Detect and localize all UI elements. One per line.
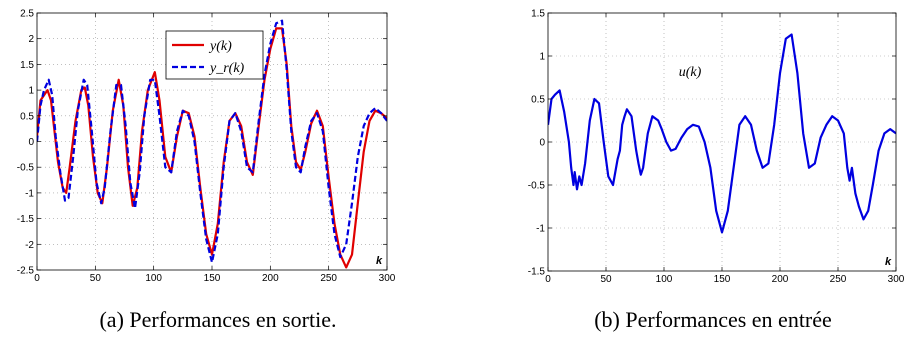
x-tick-label: 300 [379, 273, 396, 284]
x-tick-label: 50 [90, 273, 102, 284]
x-tick-label: 50 [600, 274, 612, 285]
y-tick-label: 0 [28, 137, 34, 148]
legend-label-0: y(k) [208, 39, 232, 54]
x-tick-label: 150 [204, 273, 221, 284]
y-tick-label: 2.5 [20, 9, 34, 20]
output-performance-chart: 0 50 100 150 200 250 300 -2.5 -2 -1.5 -1 -0.5 0 0.5 1 1… [17, 9, 396, 285]
y-tick-label: 1 [28, 86, 34, 97]
x-axis-label: k [885, 256, 892, 268]
legend-box [165, 30, 264, 80]
x-tick-label: 100 [145, 273, 162, 284]
caption-left: (a) Performances en sortie. [99, 307, 336, 332]
input-performance-chart: 0 50 100 150 200 250 300 -1.5 -1 -0.5 0 0.5 1 1.5 k u(k… [528, 9, 905, 286]
x-tick-label: 100 [656, 274, 673, 285]
y-tick-label: -1.5 [17, 214, 35, 225]
x-tick-label: 250 [830, 274, 847, 285]
y-tick-label: 1 [539, 52, 545, 63]
series-line-1 [37, 19, 387, 264]
series-annotation: u(k) [679, 65, 702, 80]
x-tick-label: 0 [545, 274, 551, 285]
x-tick-label: 0 [34, 273, 40, 284]
x-tick-label: 200 [262, 273, 279, 284]
legend-label-1: y_r(k) [208, 61, 245, 76]
x-tick-label: 150 [714, 274, 731, 285]
y-tick-label: 0.5 [531, 95, 545, 106]
y-tick-label: 1.5 [531, 9, 545, 20]
y-tick-label: -0.5 [528, 181, 546, 192]
y-tick-label: -2.5 [17, 266, 35, 277]
y-tick-label: -1.5 [528, 267, 546, 278]
x-tick-label: 300 [888, 274, 905, 285]
y-tick-label: 1.5 [20, 60, 34, 71]
y-tick-label: 0.5 [20, 111, 34, 122]
x-tick-label: 200 [772, 274, 789, 285]
y-tick-label: -1 [25, 188, 34, 199]
y-tick-label: -0.5 [17, 163, 35, 174]
x-tick-label: 250 [320, 273, 337, 284]
y-tick-label: -2 [25, 240, 34, 251]
caption-right: (b) Performances en entrée [594, 307, 832, 332]
y-tick-label: 2 [28, 34, 34, 45]
y-tick-label: -1 [536, 224, 545, 235]
y-tick-label: 0 [539, 138, 545, 149]
x-axis-label: k [376, 255, 383, 267]
series-line-0 [548, 33, 896, 234]
